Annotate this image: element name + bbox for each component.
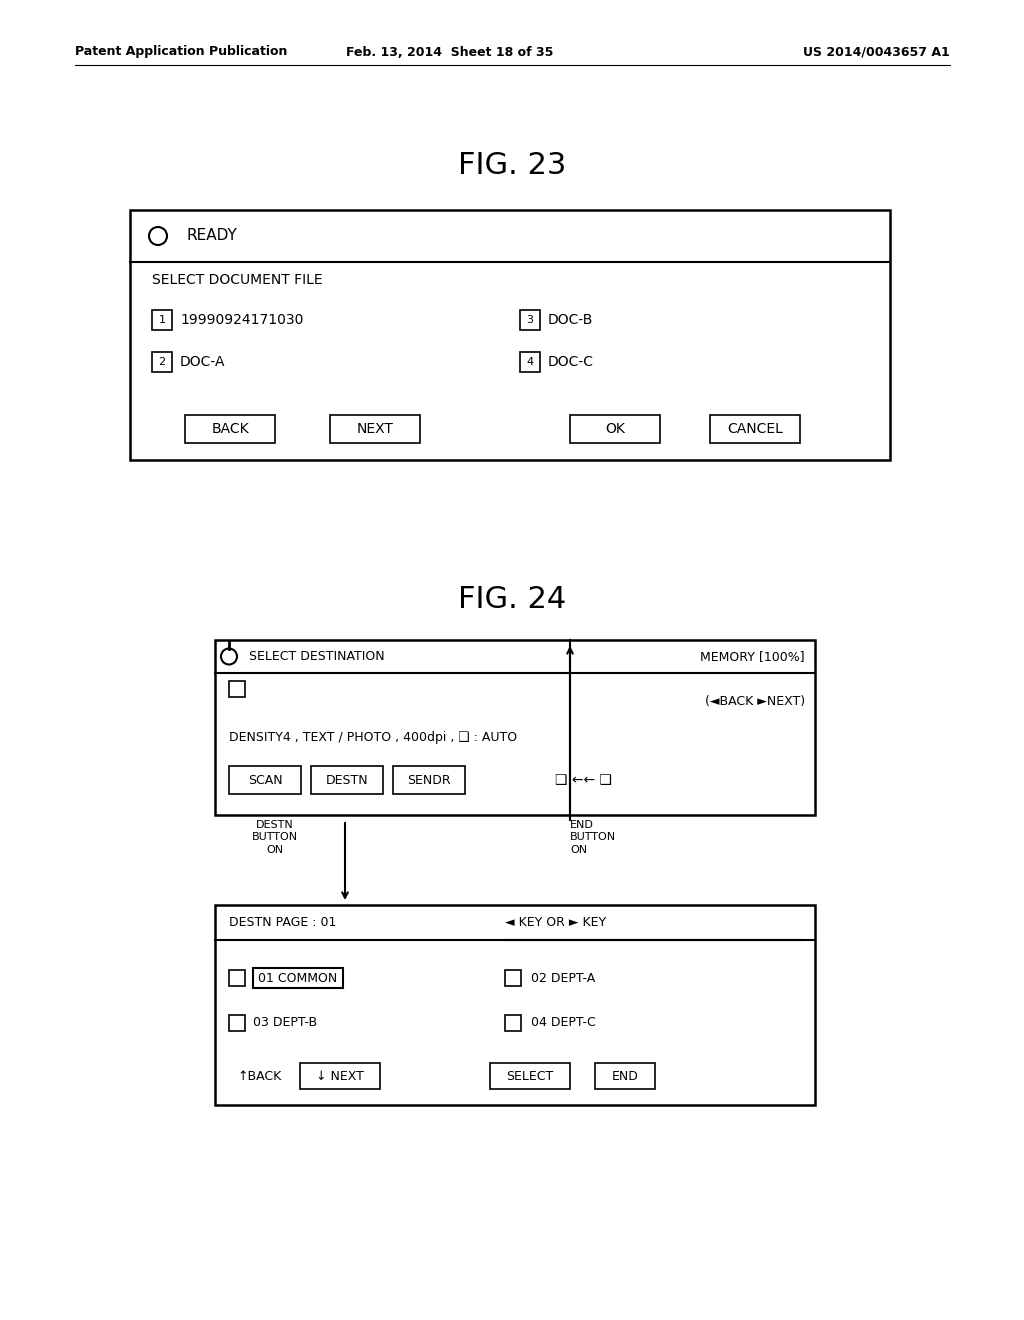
- Text: 04 DEPT-C: 04 DEPT-C: [531, 1016, 596, 1030]
- Text: READY: READY: [186, 228, 237, 243]
- Text: 4: 4: [526, 356, 534, 367]
- Bar: [520, 352, 540, 372]
- Text: SELECT: SELECT: [507, 1069, 554, 1082]
- Text: END: END: [611, 1069, 638, 1082]
- Bar: [490, 1063, 570, 1089]
- Text: FIG. 24: FIG. 24: [458, 586, 566, 615]
- Bar: [229, 681, 245, 697]
- Bar: [229, 1015, 245, 1031]
- Text: 1: 1: [159, 315, 166, 325]
- Text: SELECT DOCUMENT FILE: SELECT DOCUMENT FILE: [152, 273, 323, 286]
- Text: US 2014/0043657 A1: US 2014/0043657 A1: [803, 45, 950, 58]
- Bar: [311, 766, 383, 795]
- Text: DOC-B: DOC-B: [548, 313, 593, 327]
- Text: DESTN: DESTN: [326, 774, 369, 787]
- Text: MEMORY [100%]: MEMORY [100%]: [700, 649, 805, 663]
- Text: END
BUTTON
ON: END BUTTON ON: [570, 820, 616, 855]
- Text: NEXT: NEXT: [356, 422, 393, 436]
- Bar: [185, 414, 275, 444]
- Text: DOC-C: DOC-C: [548, 355, 594, 370]
- Text: 19990924171030: 19990924171030: [180, 313, 303, 327]
- Text: ↓ NEXT: ↓ NEXT: [316, 1069, 364, 1082]
- Text: SENDR: SENDR: [408, 774, 451, 787]
- Bar: [130, 210, 890, 459]
- Bar: [393, 766, 465, 795]
- Text: 02 DEPT-A: 02 DEPT-A: [531, 972, 595, 985]
- Bar: [300, 1063, 380, 1089]
- Bar: [710, 414, 800, 444]
- Text: CANCEL: CANCEL: [727, 422, 783, 436]
- Bar: [595, 1063, 655, 1089]
- Bar: [505, 1015, 521, 1031]
- Text: FIG. 23: FIG. 23: [458, 150, 566, 180]
- Bar: [253, 968, 343, 987]
- Text: DESTN PAGE : 01: DESTN PAGE : 01: [229, 916, 336, 929]
- Bar: [520, 310, 540, 330]
- Bar: [215, 906, 815, 1105]
- Text: DESTN
BUTTON
ON: DESTN BUTTON ON: [252, 820, 298, 855]
- Text: OK: OK: [605, 422, 625, 436]
- Text: 3: 3: [526, 315, 534, 325]
- Text: (◄BACK ►NEXT): (◄BACK ►NEXT): [705, 694, 805, 708]
- Text: SELECT DESTINATION: SELECT DESTINATION: [249, 649, 385, 663]
- Text: ❑ ←← ❑: ❑ ←← ❑: [555, 774, 612, 787]
- Text: 03 DEPT-B: 03 DEPT-B: [253, 1016, 317, 1030]
- Text: ◄ KEY OR ► KEY: ◄ KEY OR ► KEY: [505, 916, 606, 929]
- Bar: [152, 352, 172, 372]
- Text: BACK: BACK: [211, 422, 249, 436]
- Text: ↑BACK: ↑BACK: [237, 1069, 282, 1082]
- Bar: [215, 640, 815, 814]
- Bar: [505, 970, 521, 986]
- Bar: [152, 310, 172, 330]
- Bar: [570, 414, 660, 444]
- Text: Feb. 13, 2014  Sheet 18 of 35: Feb. 13, 2014 Sheet 18 of 35: [346, 45, 554, 58]
- Bar: [229, 970, 245, 986]
- Text: DENSITY4 , TEXT / PHOTO , 400dpi , ❑ : AUTO: DENSITY4 , TEXT / PHOTO , 400dpi , ❑ : A…: [229, 731, 517, 744]
- Bar: [330, 414, 420, 444]
- Text: SCAN: SCAN: [248, 774, 283, 787]
- Text: 2: 2: [159, 356, 166, 367]
- Text: DOC-A: DOC-A: [180, 355, 225, 370]
- Text: 01 COMMON: 01 COMMON: [258, 972, 338, 985]
- Text: Patent Application Publication: Patent Application Publication: [75, 45, 288, 58]
- Bar: [229, 766, 301, 795]
